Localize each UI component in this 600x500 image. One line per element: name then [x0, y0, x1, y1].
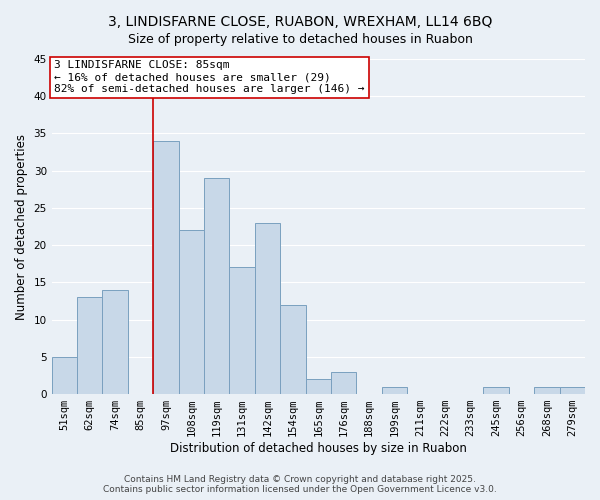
Y-axis label: Number of detached properties: Number of detached properties [15, 134, 28, 320]
Bar [382, 386, 407, 394]
Bar [484, 386, 509, 394]
Bar [77, 298, 103, 394]
Bar [52, 357, 77, 394]
X-axis label: Distribution of detached houses by size in Ruabon: Distribution of detached houses by size … [170, 442, 467, 455]
Bar [153, 141, 179, 394]
Bar [229, 268, 255, 394]
Bar [179, 230, 204, 394]
Bar [255, 223, 280, 394]
Bar [280, 304, 305, 394]
Text: 3, LINDISFARNE CLOSE, RUABON, WREXHAM, LL14 6BQ: 3, LINDISFARNE CLOSE, RUABON, WREXHAM, L… [108, 15, 492, 29]
Bar [103, 290, 128, 394]
Text: Contains HM Land Registry data © Crown copyright and database right 2025.
Contai: Contains HM Land Registry data © Crown c… [103, 474, 497, 494]
Bar [331, 372, 356, 394]
Bar [305, 379, 331, 394]
Bar [560, 386, 585, 394]
Bar [204, 178, 229, 394]
Text: 3 LINDISFARNE CLOSE: 85sqm
← 16% of detached houses are smaller (29)
82% of semi: 3 LINDISFARNE CLOSE: 85sqm ← 16% of deta… [54, 60, 365, 94]
Text: Size of property relative to detached houses in Ruabon: Size of property relative to detached ho… [128, 32, 472, 46]
Bar [534, 386, 560, 394]
